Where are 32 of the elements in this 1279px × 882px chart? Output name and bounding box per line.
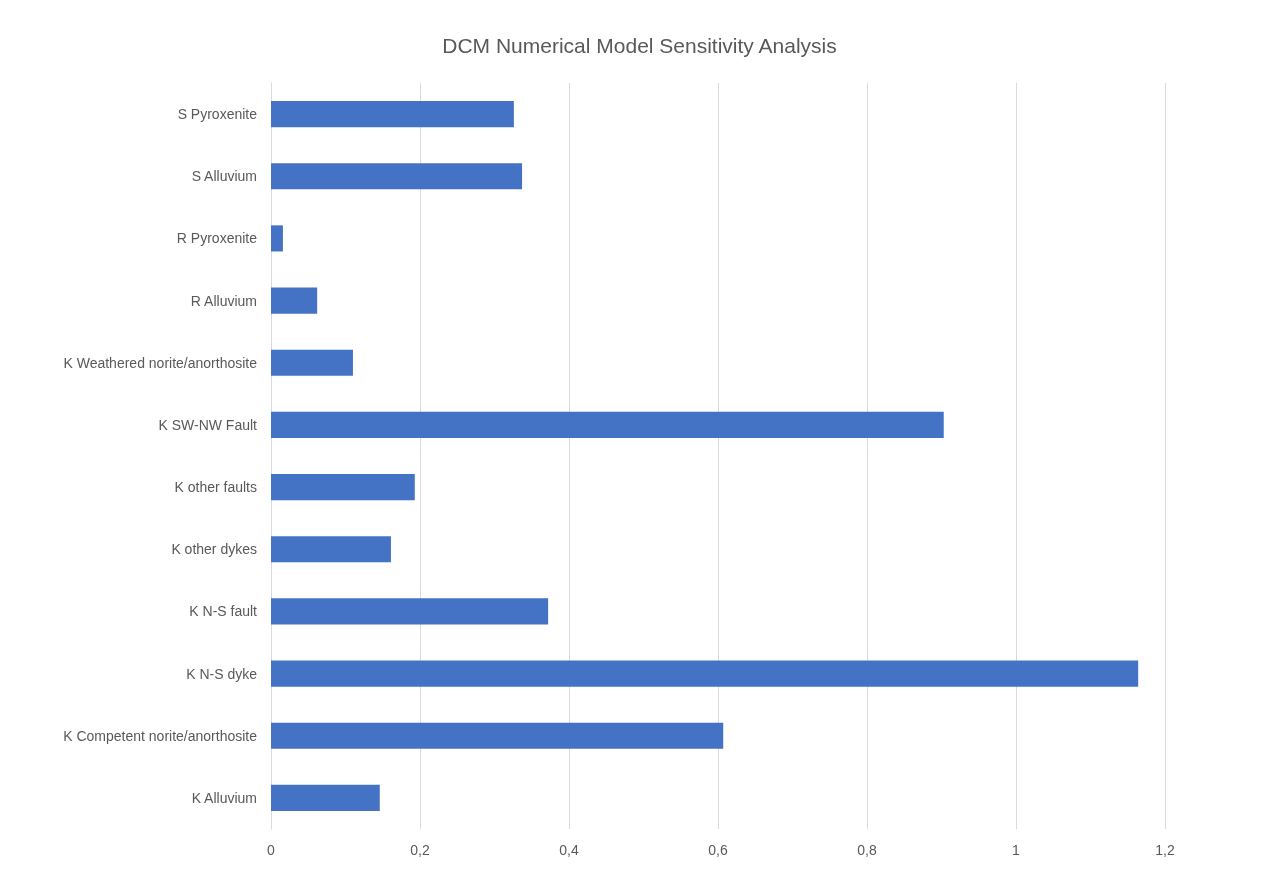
x-tick-label: 1 — [1012, 842, 1021, 858]
y-tick-label: K other faults — [174, 479, 257, 496]
bar — [271, 349, 353, 376]
bar — [271, 784, 380, 811]
y-tick-label: K other dykes — [171, 541, 257, 558]
y-tick-label: R Pyroxenite — [176, 230, 258, 247]
bar — [271, 722, 724, 749]
y-tick-label: K Alluvium — [191, 789, 257, 806]
x-tick-label: 0,2 — [410, 842, 430, 858]
x-tick-label: 0 — [267, 842, 276, 858]
bar — [271, 411, 944, 438]
y-tick-label: K Competent norite/anorthosite — [63, 727, 258, 744]
y-tick-label: K Weathered norite/anorthosite — [63, 354, 258, 371]
x-tick-label: 1,2 — [1155, 842, 1175, 858]
bar — [271, 225, 283, 252]
y-tick-label: S Pyroxenite — [177, 106, 258, 123]
x-tick-label: 0,6 — [708, 842, 728, 858]
chart-title: DCM Numerical Model Sensitivity Analysis — [442, 34, 837, 57]
bar — [271, 474, 415, 501]
x-tick-label: 0,8 — [857, 842, 877, 858]
bar — [271, 163, 523, 190]
y-tick-label: K N-S fault — [189, 603, 258, 620]
y-tick-label: K N-S dyke — [186, 665, 258, 682]
y-tick-label: K SW-NW Fault — [158, 416, 258, 433]
bar — [271, 598, 549, 625]
bar — [271, 287, 318, 314]
bar — [271, 660, 1139, 687]
y-tick-label: S Alluvium — [191, 168, 257, 185]
x-tick-label: 0,4 — [559, 842, 579, 858]
y-tick-label: R Alluvium — [190, 292, 257, 309]
bar — [271, 536, 391, 563]
bar — [271, 101, 514, 128]
